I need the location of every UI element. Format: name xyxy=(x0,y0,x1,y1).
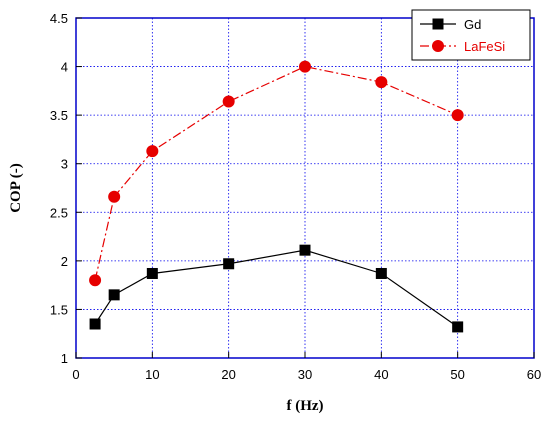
series-line-gd xyxy=(94,249,459,328)
x-tick-label: 50 xyxy=(450,367,464,382)
ticks: 0 10 20 30 40 50 60 1 1.5 2 2.5 3 3.5 4 4.5 xyxy=(50,11,541,382)
data-point xyxy=(299,244,311,256)
data-point xyxy=(451,109,464,122)
data-point xyxy=(108,289,120,301)
legend-marker xyxy=(432,40,444,52)
y-tick-label: 4.5 xyxy=(50,11,68,26)
y-axis-title: COP (-) xyxy=(8,163,24,213)
series-gd xyxy=(89,244,464,333)
y-tick-label: 3.5 xyxy=(50,108,68,123)
data-point xyxy=(299,60,311,73)
y-tick-label: 1.5 xyxy=(50,302,68,317)
x-tick-label: 0 xyxy=(72,367,79,382)
legend-label: LaFeSi xyxy=(464,39,505,54)
x-tick-label: 40 xyxy=(374,367,388,382)
data-point xyxy=(452,321,464,333)
x-tick-label: 30 xyxy=(298,367,312,382)
data-point xyxy=(89,274,102,287)
x-tick-label: 20 xyxy=(221,367,235,382)
legend-label: Gd xyxy=(464,17,481,32)
series xyxy=(89,60,464,333)
legend-marker xyxy=(432,18,444,30)
data-point xyxy=(223,258,235,270)
y-tick-label: 3 xyxy=(61,157,68,172)
y-tick-label: 2 xyxy=(61,254,68,269)
data-point xyxy=(375,267,387,279)
data-point xyxy=(108,190,121,203)
series-lafesi xyxy=(89,60,464,287)
x-tick-label: 10 xyxy=(145,367,159,382)
data-point xyxy=(375,76,388,89)
x-tick-label: 60 xyxy=(527,367,541,382)
data-point xyxy=(89,318,101,330)
data-point xyxy=(222,95,235,108)
data-point xyxy=(146,145,159,158)
y-tick-label: 4 xyxy=(61,60,68,75)
data-point xyxy=(146,267,158,279)
x-axis-title: f (Hz) xyxy=(286,398,323,414)
y-tick-label: 2.5 xyxy=(50,205,68,220)
y-tick-label: 1 xyxy=(61,351,68,366)
series-line-lafesi xyxy=(94,65,458,281)
legend: Gd LaFeSi xyxy=(411,9,531,61)
legend-box xyxy=(411,9,531,61)
